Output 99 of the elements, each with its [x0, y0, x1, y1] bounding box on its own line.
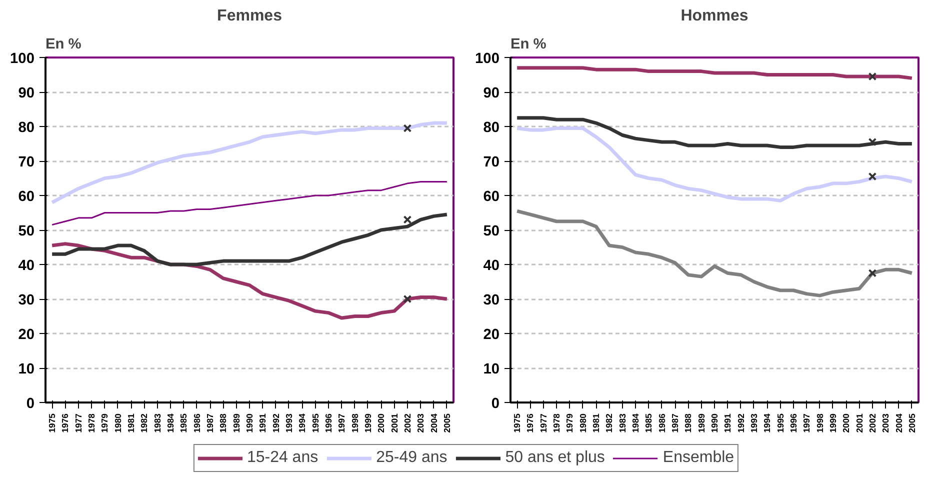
x-tick-label: 1988: [683, 413, 694, 433]
x-tick-label: 1989: [231, 413, 242, 433]
x-tick-label: 1984: [166, 413, 176, 433]
x-tick-label: 1978: [86, 413, 97, 433]
legend-label: 50 ans et plus: [505, 449, 605, 467]
x-tick-label: 1982: [604, 413, 614, 433]
legend-label: 25-49 ans: [376, 449, 448, 467]
line-series: [515, 66, 914, 80]
x-tick-label: 1976: [60, 413, 70, 433]
y-tick-label: 0: [491, 396, 500, 412]
x-tick-label: 1984: [630, 413, 641, 433]
chart-title: Femmes: [217, 8, 282, 24]
x-tick-label: 2004: [894, 413, 904, 433]
x-tick-label: 1995: [775, 413, 786, 433]
x-tick-label: 1981: [591, 413, 602, 433]
line-series: [50, 212, 449, 266]
y-tick-label: 30: [483, 292, 500, 308]
y-tick-label: 40: [18, 258, 35, 274]
x-tick-label: 1975: [512, 413, 522, 433]
line-series: [50, 121, 449, 204]
x-tick-label: 1978: [552, 413, 562, 433]
x-tick-label: 1993: [748, 413, 759, 433]
y-tick-label: 0: [26, 396, 35, 412]
x-tick-label: 1996: [788, 413, 798, 433]
x-tick-label: 1994: [762, 413, 772, 433]
x-tick-label: 2001: [854, 413, 864, 433]
x-tick-label: 1987: [670, 413, 680, 433]
x-tick-label: 1986: [656, 413, 667, 433]
x-tick-label: 2005: [442, 413, 452, 433]
x-tick-label: 2005: [906, 413, 917, 433]
y-tick-label: 60: [18, 189, 35, 205]
x-tick-label: 2000: [376, 413, 386, 433]
x-tick-label: 1997: [336, 413, 347, 433]
x-tick-label: 2000: [841, 413, 852, 433]
y-tick-label: 60: [483, 189, 500, 205]
y-tick-label: 50: [483, 224, 500, 240]
x-tick-label: 1992: [736, 413, 746, 433]
x-tick-label: 2002: [867, 413, 878, 433]
y-tick-label: 80: [18, 120, 35, 136]
x-tick-label: 2002: [402, 413, 412, 433]
x-tick-label: 1975: [47, 413, 58, 433]
x-tick-label: 1999: [362, 413, 373, 433]
x-tick-label: 2003: [880, 413, 891, 433]
y-tick-label: 40: [483, 258, 500, 274]
x-tick-label: 2004: [428, 413, 439, 433]
y-axis-title: En %: [510, 36, 546, 52]
x-tick-label: 1991: [722, 413, 733, 433]
legend-label: 15-24 ans: [246, 449, 318, 467]
line-series: [515, 209, 914, 298]
x-tick-label: 1982: [139, 413, 150, 433]
x-tick-label: 1983: [152, 413, 162, 433]
legend-label: Ensemble: [662, 449, 734, 467]
x-tick-label: 1985: [644, 413, 654, 433]
y-tick-label: 10: [483, 362, 500, 378]
x-tick-label: 1980: [112, 413, 123, 433]
y-axis-title: En %: [46, 36, 82, 52]
y-tick-label: 90: [18, 86, 35, 102]
x-tick-label: 1997: [802, 413, 812, 433]
x-tick-label: 1983: [617, 413, 628, 433]
x-tick-label: 1977: [538, 413, 548, 433]
x-tick-label: 1979: [564, 413, 575, 433]
x-tick-label: 1992: [270, 413, 281, 433]
y-tick-label: 80: [483, 120, 500, 136]
y-tick-label: 20: [483, 327, 500, 343]
x-tick-label: 2001: [389, 413, 400, 433]
line-series: [515, 126, 914, 202]
y-tick-label: 100: [475, 51, 500, 67]
x-tick-label: 1989: [696, 413, 706, 433]
x-tick-label: 1993: [284, 413, 294, 433]
x-tick-label: 1988: [218, 413, 228, 433]
x-tick-label: 1985: [178, 413, 189, 433]
x-tick-label: 1981: [126, 413, 136, 433]
x-tick-label: 1990: [244, 413, 254, 433]
y-tick-label: 70: [18, 154, 35, 170]
x-tick-label: 1990: [710, 413, 720, 433]
y-tick-label: 20: [18, 327, 35, 343]
y-tick-label: 100: [10, 51, 35, 67]
x-tick-label: 1977: [73, 413, 84, 433]
x-tick-label: 2003: [416, 413, 426, 433]
x-tick-label: 1995: [310, 413, 320, 433]
x-tick-label: 1998: [814, 413, 825, 433]
x-tick-label: 1986: [192, 413, 202, 433]
x-tick-label: 1999: [828, 413, 838, 433]
x-tick-label: 1991: [258, 413, 268, 433]
x-tick-label: 1987: [205, 413, 216, 433]
y-tick-label: 30: [18, 292, 35, 308]
x-tick-label: 1994: [297, 413, 308, 433]
x-tick-label: 1996: [323, 413, 334, 433]
x-tick-label: 1980: [578, 413, 588, 433]
x-tick-label: 1979: [100, 413, 110, 433]
x-tick-label: 1976: [525, 413, 536, 433]
y-tick-label: 10: [18, 362, 35, 378]
line-series: [515, 116, 914, 149]
y-tick-label: 90: [483, 86, 500, 102]
y-tick-label: 70: [483, 154, 500, 170]
line-series: [51, 180, 448, 226]
y-tick-label: 50: [18, 224, 35, 240]
chart-title: Hommes: [680, 8, 748, 24]
x-tick-label: 1998: [350, 413, 360, 433]
